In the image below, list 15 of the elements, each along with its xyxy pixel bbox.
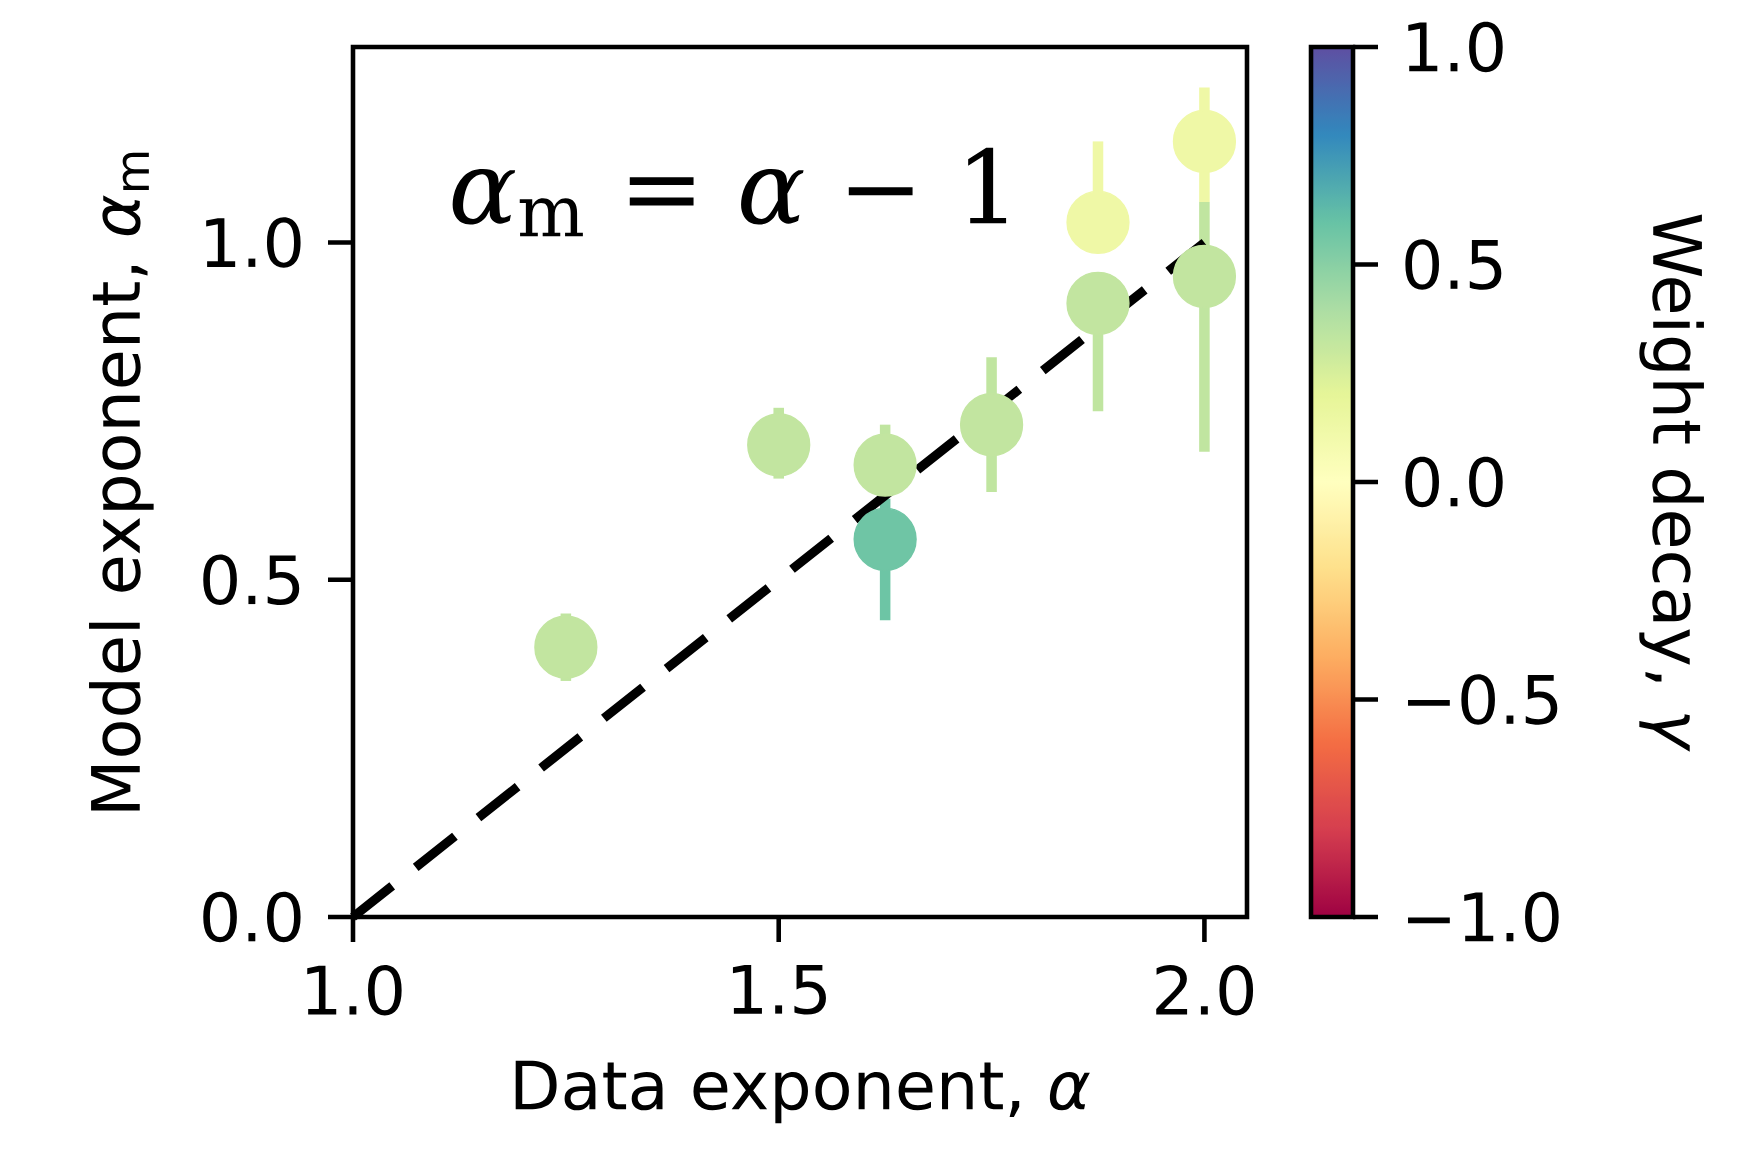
x-tick-label: 2.0 [1156, 964, 1254, 1016]
color-bar-label: 0.5 [1405, 239, 1502, 290]
annotation: α$_{m}$ = α − 1 [452, 147, 1007, 237]
x-tick-label: 1.0 [307, 964, 402, 1016]
y-tick-label: 1.0 [206, 217, 301, 268]
y-tick-label: 0.0 [203, 891, 301, 943]
color-bar-label: 0.0 [1405, 456, 1503, 508]
color-bar-label: −1.0 [1408, 891, 1559, 943]
color-bar-label: −0.5 [1408, 674, 1558, 725]
y-tick-label: 0.5 [203, 554, 300, 606]
y-axis-title: Model exponent, α$_{m}$ [89, 152, 154, 811]
color-bar-label: 1.0 [1408, 21, 1503, 73]
x-tick-label: 1.5 [732, 964, 826, 1015]
color-bar-title: Weight decay, γ [1639, 214, 1704, 752]
x-axis-title: Data exponent, α [515, 1060, 1090, 1124]
